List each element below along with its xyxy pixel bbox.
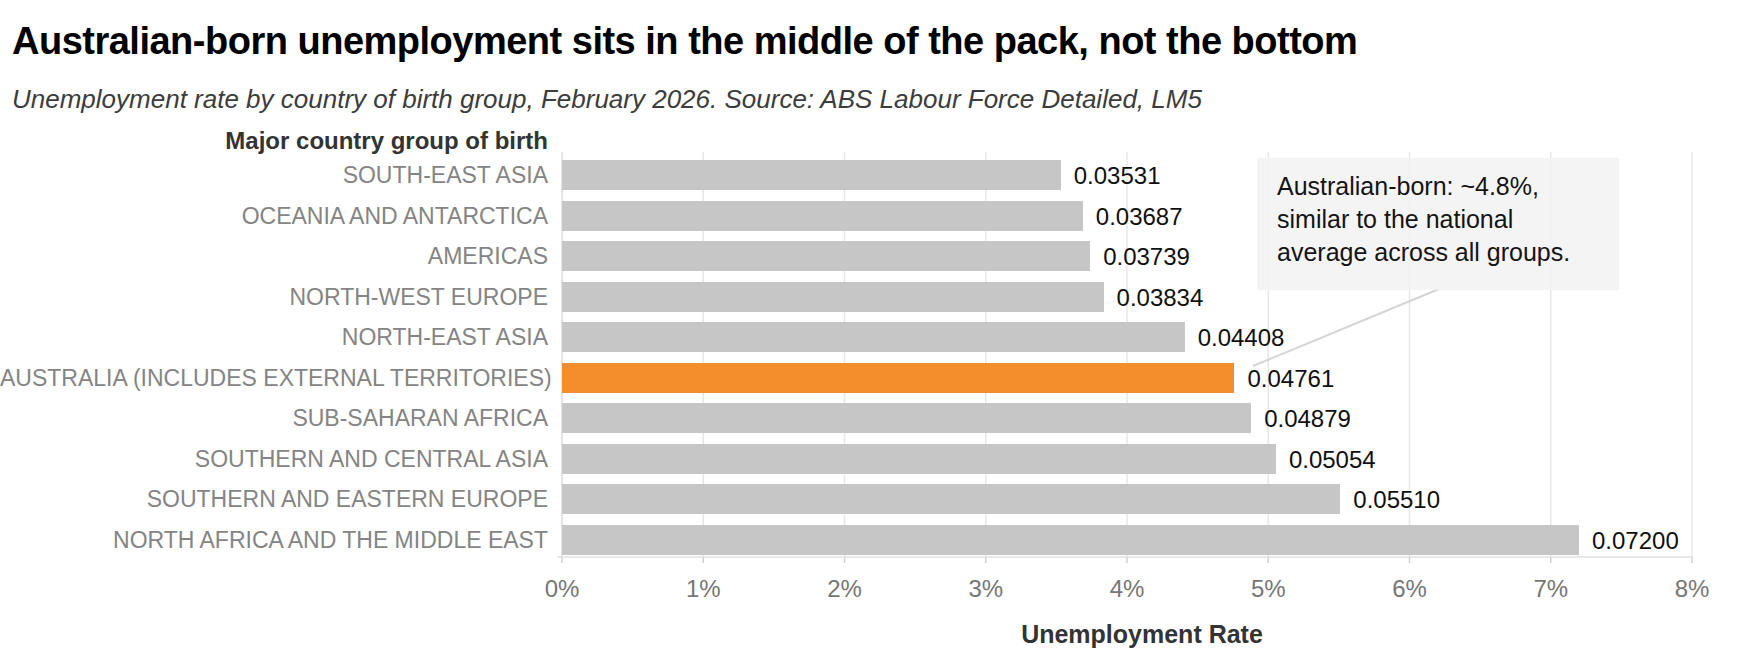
value-label: 0.03687 bbox=[1096, 201, 1183, 231]
chart-subtitle: Unemployment rate by country of birth gr… bbox=[12, 84, 1202, 115]
category-label: AUSTRALIA (INCLUDES EXTERNAL TERRITORIES… bbox=[0, 363, 548, 393]
chart-title: Australian-born unemployment sits in the… bbox=[12, 20, 1357, 63]
category-label: SOUTHERN AND EASTERN EUROPE bbox=[0, 484, 548, 514]
category-label: NORTH-WEST EUROPE bbox=[0, 282, 548, 312]
value-label: 0.05054 bbox=[1289, 444, 1376, 474]
value-label: 0.03834 bbox=[1117, 282, 1204, 312]
x-axis-title: Unemployment Rate bbox=[562, 620, 1722, 649]
annotation-text-line: Australian-born: ~4.8%, bbox=[1277, 170, 1619, 203]
y-axis-header: Major country group of birth bbox=[0, 127, 548, 155]
value-label: 0.05510 bbox=[1353, 484, 1440, 514]
x-tick-label: 8% bbox=[1622, 575, 1738, 603]
annotation-text-line: average across all groups. bbox=[1277, 236, 1619, 269]
category-label: NORTH AFRICA AND THE MIDDLE EAST bbox=[0, 525, 548, 555]
category-label: SOUTH-EAST ASIA bbox=[0, 160, 548, 190]
x-tick-label: 0% bbox=[492, 575, 632, 603]
category-label: OCEANIA AND ANTARCTICA bbox=[0, 201, 548, 231]
bar[interactable] bbox=[562, 160, 1061, 190]
category-label: SUB-SAHARAN AFRICA bbox=[0, 403, 548, 433]
x-tick-label: 5% bbox=[1198, 575, 1338, 603]
bar[interactable] bbox=[562, 484, 1340, 514]
category-label: SOUTHERN AND CENTRAL ASIA bbox=[0, 444, 548, 474]
bar[interactable] bbox=[562, 525, 1579, 555]
value-label: 0.04761 bbox=[1247, 363, 1334, 393]
unemployment-bar-chart-dashboard: Australian-born unemployment sits in the… bbox=[0, 0, 1738, 668]
x-tick-label: 7% bbox=[1481, 575, 1621, 603]
bar[interactable] bbox=[562, 282, 1104, 312]
value-label: 0.04408 bbox=[1198, 322, 1285, 352]
category-label: NORTH-EAST ASIA bbox=[0, 322, 548, 352]
value-label: 0.07200 bbox=[1592, 525, 1679, 555]
value-label: 0.03531 bbox=[1074, 160, 1161, 190]
x-tick-label: 4% bbox=[1057, 575, 1197, 603]
x-tick-label: 6% bbox=[1340, 575, 1480, 603]
annotation-text-line: similar to the national bbox=[1277, 203, 1619, 236]
bar[interactable] bbox=[562, 403, 1251, 433]
x-tick-label: 1% bbox=[633, 575, 773, 603]
value-label: 0.03739 bbox=[1103, 241, 1190, 271]
value-label: 0.04879 bbox=[1264, 403, 1351, 433]
bar[interactable] bbox=[562, 201, 1083, 231]
x-tick-label: 2% bbox=[775, 575, 915, 603]
bar[interactable] bbox=[562, 322, 1185, 352]
category-label: AMERICAS bbox=[0, 241, 548, 271]
bar[interactable] bbox=[562, 444, 1276, 474]
annotation-box: Australian-born: ~4.8%, similar to the n… bbox=[1257, 158, 1619, 290]
bar[interactable] bbox=[562, 241, 1090, 271]
x-tick-label: 3% bbox=[916, 575, 1056, 603]
bar-highlighted[interactable] bbox=[562, 363, 1234, 393]
